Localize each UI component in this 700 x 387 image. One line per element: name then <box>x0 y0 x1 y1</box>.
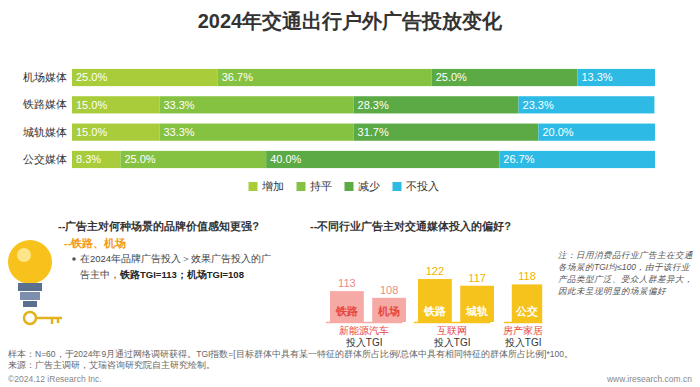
website: www.iresearch.com.cn <box>606 374 692 384</box>
group-label: 互联网 <box>437 325 467 336</box>
lamp-icon <box>8 240 62 324</box>
data-labels: 25.0% 15.0% 15.0% 8.3% 36.7% 33.3% 33.3% 25.0% 2… <box>76 71 613 165</box>
data-label: 25.0% <box>76 71 107 83</box>
tick: 机场媒体 <box>23 71 72 83</box>
tick-label: 机场媒体 <box>23 71 67 83</box>
bar-segment <box>72 124 159 141</box>
legend-label: 不投入 <box>406 180 439 192</box>
axis-line <box>414 322 490 324</box>
tick-label: 铁路 <box>423 305 446 317</box>
legend: 增加 持平 减少 不投入 <box>249 180 439 192</box>
legend-label: 持平 <box>310 180 332 192</box>
tick: 城轨媒体 <box>22 126 72 138</box>
bar-segment <box>159 96 353 113</box>
footnote: 来源：广告主调研，艾瑞咨询研究院自主研究绘制。 <box>8 360 215 370</box>
data-label: 36.7% <box>222 71 253 83</box>
data-label: 25.0% <box>124 153 155 165</box>
data-label: 113 <box>338 277 356 289</box>
bar-segment <box>120 151 266 168</box>
chart-title: --不同行业广告主对交通媒体投入的偏好? <box>310 220 511 233</box>
data-label: 31.7% <box>358 126 389 138</box>
tgi-bar <box>460 286 494 322</box>
data-label: 8.3% <box>76 153 101 165</box>
data-label: 26.7% <box>503 153 534 165</box>
data-label: 25.0% <box>436 71 467 83</box>
tgi-bar <box>372 298 406 322</box>
bar-segment <box>432 69 578 86</box>
bar-segment <box>538 124 655 141</box>
bar-segment <box>354 124 539 141</box>
data-label: 118 <box>518 270 536 282</box>
data-label: 13.3% <box>581 71 612 83</box>
bars <box>72 69 655 168</box>
data-label: 108 <box>380 284 398 296</box>
highlight: --铁路、机场 <box>64 237 126 249</box>
tick-label: 城轨 <box>465 305 488 317</box>
tgi-bar <box>418 279 452 322</box>
axis-line <box>504 322 542 324</box>
data-label: 33.3% <box>163 99 194 111</box>
data-label: 23.3% <box>523 99 554 111</box>
bullet-text: 在2024年品牌广告投入＞效果广告投入的广 <box>80 253 271 264</box>
note: 注：日用消费品行业广告主在交通各场景的TGI均≤100，由于该行业产品类型广泛、… <box>558 250 693 296</box>
tick: 铁路媒体 <box>22 98 72 110</box>
tick-label: 公交媒体 <box>23 153 67 165</box>
legend-swatch <box>297 182 306 191</box>
bar-segment <box>72 69 218 86</box>
bullet-dot <box>72 257 76 261</box>
tick-label: 铁路媒体 <box>22 98 67 110</box>
legend-label: 减少 <box>358 180 380 192</box>
y-axis: 机场媒体铁路媒体城轨媒体公交媒体 <box>22 65 73 174</box>
bar-segment <box>72 96 159 113</box>
axis-label: 投入TGI <box>433 337 471 348</box>
page: 2024年交通出行户外广告投放变化 25.0% 15.0% 15.0% 8.3% 36.7… <box>0 0 700 387</box>
bar-segment <box>354 96 519 113</box>
bar-segment <box>519 96 655 113</box>
axis-label: 投入TGI <box>504 337 542 348</box>
legend-swatch <box>393 182 402 191</box>
tgi-bars <box>330 279 542 322</box>
chart-title: 2024年交通出行户外广告投放变化 <box>198 10 503 32</box>
data-label: 20.0% <box>542 126 573 138</box>
note-line: 产品类型广泛、受众人群差异大， <box>558 274 693 284</box>
note-line: 注：日用消费品行业广告主在交通 <box>558 250 693 260</box>
data-label: 40.0% <box>270 153 301 165</box>
group-label: 房产家居 <box>503 325 543 336</box>
bar-segment <box>159 124 353 141</box>
bar-segment <box>218 69 432 86</box>
legend-swatch <box>345 182 354 191</box>
tick-label: 机场 <box>377 305 400 317</box>
data-label: 15.0% <box>76 99 107 111</box>
axis-line <box>72 65 73 174</box>
legend-swatch <box>249 182 258 191</box>
axis-label: 投入TGI <box>345 337 383 348</box>
legend-label: 增加 <box>261 180 284 192</box>
data-label: 33.3% <box>163 126 194 138</box>
bar-segment <box>499 151 655 168</box>
tgi-texts: 113铁路108机场新能源汽车投入TGI122铁路117城轨互联网投入TGI11… <box>335 265 543 348</box>
note-line: 各场景的TGI均≤100，由于该行业 <box>558 262 691 272</box>
data-label: 28.3% <box>358 99 389 111</box>
section-heading: --广告主对何种场景的品牌价值感知更强? <box>58 220 259 232</box>
bar-segment <box>577 69 655 86</box>
tgi-bar <box>512 284 542 322</box>
bullet-text-part: 告主中， <box>80 269 120 280</box>
tick: 公交媒体 <box>23 153 72 165</box>
bar-segment <box>72 151 120 168</box>
bar-segment <box>266 151 499 168</box>
tick-label: 城轨媒体 <box>22 126 67 138</box>
tick-label: 铁路 <box>335 305 358 317</box>
group-label: 新能源汽车 <box>339 325 389 336</box>
data-label: 122 <box>426 265 444 277</box>
data-label: 117 <box>468 272 486 284</box>
footnote: 样本：N=60，于2024年9月通过网络调研获得。TGI指数=[目标群体中具有某… <box>8 349 573 359</box>
tgi-bar <box>330 291 364 322</box>
bullet-emphasis: 铁路TGI=113；机场TGI=108 <box>119 269 244 280</box>
tick-label: 公交 <box>515 305 538 317</box>
copyright: ©2024.12 iResearch Inc. <box>8 374 102 384</box>
data-label: 15.0% <box>76 126 107 138</box>
bullet-text: 告主中，铁路TGI=113；机场TGI=108 <box>80 269 244 280</box>
axis-line <box>326 322 402 324</box>
note-line: 因此未呈现明显的场景偏好 <box>558 286 667 296</box>
